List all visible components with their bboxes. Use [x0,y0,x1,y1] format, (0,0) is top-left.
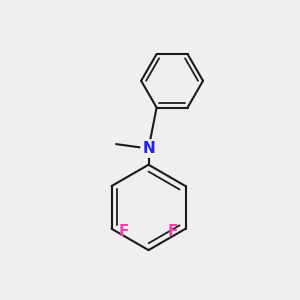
Text: N: N [142,141,155,156]
Text: F: F [119,224,129,238]
Text: F: F [168,224,178,238]
